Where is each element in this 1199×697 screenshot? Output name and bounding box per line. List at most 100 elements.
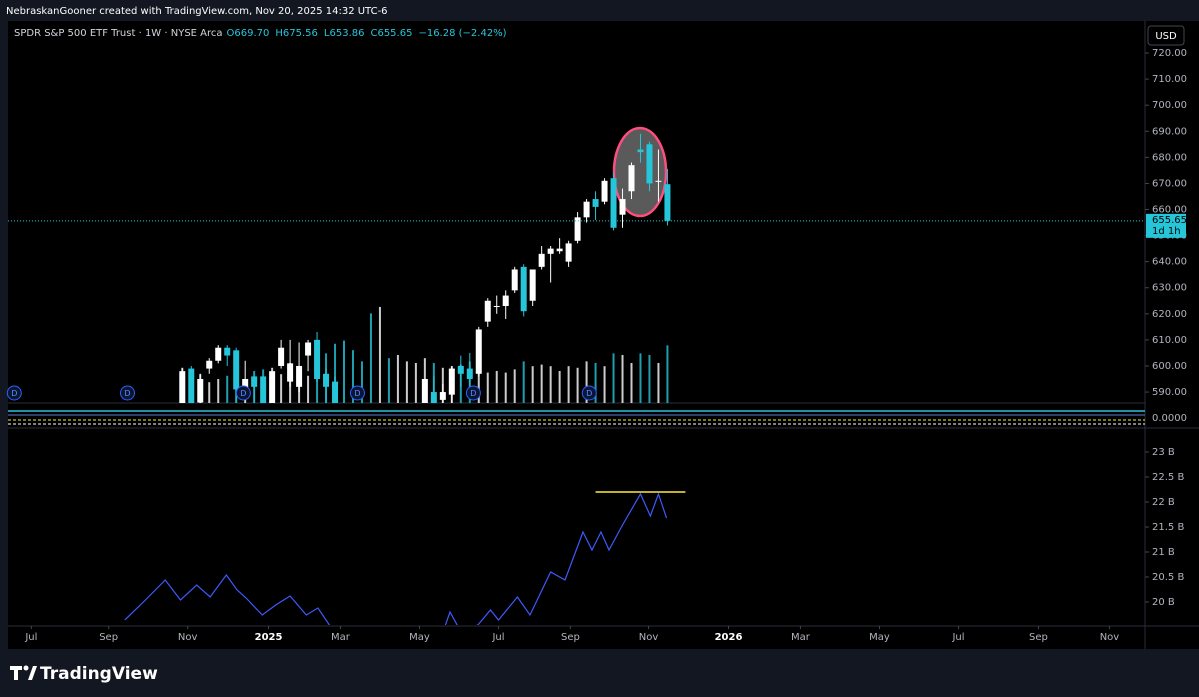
volume-bar	[343, 340, 346, 403]
x-tick-label: Nov	[639, 632, 659, 643]
legend-value: −16.28 (−2.42%)	[418, 28, 506, 39]
volume-bar	[549, 366, 552, 403]
indicator-pane	[124, 491, 686, 625]
volume-bar	[648, 354, 651, 403]
candle-body	[556, 248, 563, 252]
dividend-marker	[581, 385, 597, 401]
candle-body	[448, 368, 455, 395]
y-tick-label: 690.00	[1152, 126, 1187, 137]
volume-bar	[666, 345, 669, 403]
volume-bar	[513, 369, 516, 403]
x-tick-label: Sep	[561, 632, 580, 643]
volume-bar	[334, 343, 337, 403]
y-tick-label: 720.00	[1152, 48, 1187, 59]
volume-bar	[594, 362, 597, 403]
candle-body	[628, 165, 635, 192]
candle-body	[466, 368, 473, 380]
y-tick-label: 22.5 B	[1152, 472, 1184, 483]
countdown: 1d 1h	[1152, 226, 1181, 237]
volume-bar	[639, 353, 642, 403]
x-tick-label: Mar	[331, 632, 351, 643]
candle-body	[314, 339, 321, 380]
candle-body	[242, 379, 249, 393]
x-tick-label: Nov	[178, 632, 198, 643]
y-tick-label: 590.00	[1152, 387, 1187, 398]
legend-symbol: SPDR S&P 500 ETF Trust · 1W · NYSE Arca	[14, 28, 223, 39]
volume-bar	[280, 374, 283, 403]
legend: SPDR S&P 500 ETF Trust · 1W · NYSE Arca O…	[14, 28, 507, 39]
candle-body	[619, 199, 626, 215]
candle-body	[323, 373, 330, 387]
currency[interactable]: USD	[1155, 31, 1177, 42]
y-tick-label: 21 B	[1152, 547, 1175, 558]
y-tick-label: 21.5 B	[1152, 522, 1184, 533]
x-tick-label: Jul	[24, 632, 37, 643]
y-tick-label: 630.00	[1152, 283, 1187, 294]
y-tick-label: 20.5 B	[1152, 572, 1184, 583]
volume-bar	[504, 372, 507, 403]
volume-bar	[540, 364, 543, 403]
candle-body	[538, 253, 545, 267]
y-tick-label: 700.00	[1152, 100, 1187, 111]
candle-body	[583, 201, 590, 218]
dividend-marker	[349, 385, 365, 401]
x-tick-label: Nov	[1100, 632, 1120, 643]
dividend-label: D	[124, 389, 130, 398]
legend-value: O669.70	[227, 28, 270, 39]
x-tick-label: May	[409, 632, 430, 643]
candle-body	[511, 269, 518, 291]
candle-body	[179, 371, 186, 403]
volume-bar	[486, 372, 489, 403]
logo-text: TradingView	[40, 664, 158, 684]
y-tick-label: 710.00	[1152, 74, 1187, 85]
dividend-marker	[119, 385, 135, 401]
candle-body	[493, 305, 500, 307]
candle-body	[601, 180, 608, 202]
dividend-label: D	[354, 389, 360, 398]
candle-body	[188, 368, 195, 403]
candle-body	[278, 347, 285, 366]
volume-bar	[585, 361, 588, 403]
candle-body	[206, 360, 213, 369]
header-bar	[0, 0, 1199, 21]
dividend-label: D	[470, 389, 476, 398]
candle-body	[332, 381, 339, 403]
candle-body	[565, 243, 572, 262]
candle-body	[574, 217, 581, 241]
x-tick-label: Sep	[99, 632, 118, 643]
volume-bar	[387, 358, 390, 403]
currency-button[interactable]	[1147, 25, 1185, 46]
volume-bar	[208, 382, 211, 403]
candle-body	[296, 365, 303, 387]
candle-body	[529, 269, 536, 301]
volume-bar	[495, 370, 498, 403]
left-border	[0, 21, 8, 649]
x-tick-label: May	[869, 632, 890, 643]
y-tick-label: 640.00	[1152, 257, 1187, 268]
volume-bar	[217, 378, 220, 403]
volume-bar	[405, 361, 408, 403]
y-tick-label: 23 B	[1152, 447, 1175, 458]
volume-bar	[307, 375, 310, 403]
x-tick-label: Mar	[791, 632, 811, 643]
volume-bar	[369, 313, 372, 403]
volume-bar	[351, 350, 354, 403]
volume-bar	[360, 361, 363, 403]
candle-body	[439, 392, 446, 400]
legend-value: H675.56	[275, 28, 318, 39]
y-tick-label: 22 B	[1152, 497, 1175, 508]
candle-body	[457, 365, 464, 374]
candle-body	[637, 149, 644, 153]
candle-body	[197, 379, 204, 403]
dividend-label: D	[11, 389, 17, 398]
candle-body	[646, 144, 653, 184]
candle-body	[305, 342, 312, 356]
volume-bar	[396, 354, 399, 403]
volume-bar	[612, 353, 615, 403]
x-tick-label: Jul	[951, 632, 964, 643]
dividend-label: D	[586, 389, 592, 398]
volume-bar	[414, 362, 417, 403]
last-price-tag	[1146, 213, 1186, 238]
